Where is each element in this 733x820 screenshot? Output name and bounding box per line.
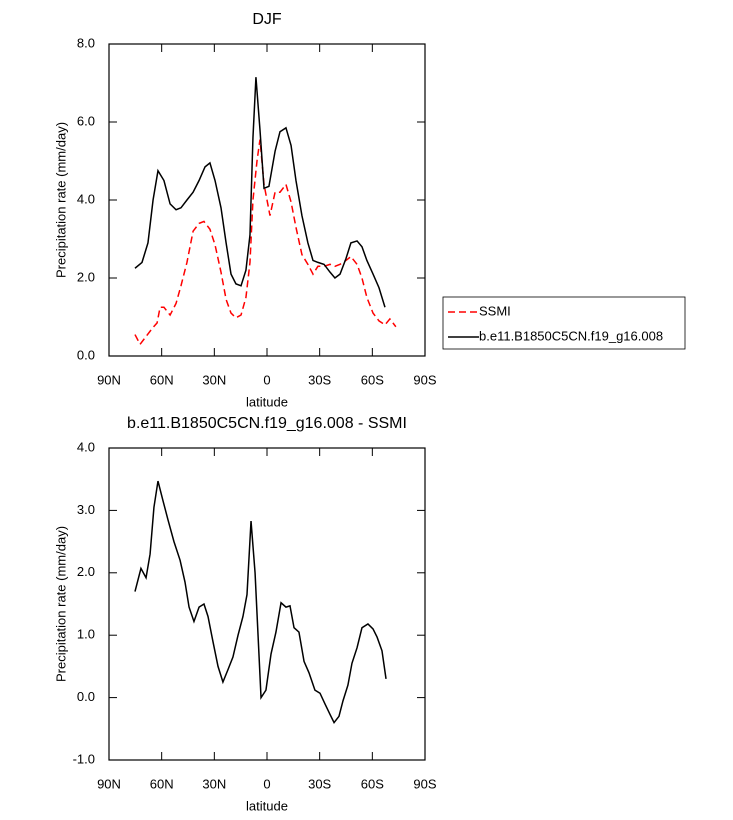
y-tick-label: 8.0 bbox=[77, 35, 95, 50]
legend-label: b.e11.B1850C5CN.f19_g16.008 bbox=[479, 328, 663, 343]
chart-title: b.e11.B1850C5CN.f19_g16.008 - SSMI bbox=[127, 415, 407, 432]
y-tick-label: -1.0 bbox=[73, 751, 95, 766]
x-tick-label: 90S bbox=[413, 372, 436, 387]
y-tick-label: 1.0 bbox=[77, 627, 95, 642]
x-tick-label: 60S bbox=[361, 776, 384, 791]
y-tick-label: 6.0 bbox=[77, 113, 95, 128]
y-tick-label: 0.0 bbox=[77, 347, 95, 362]
x-tick-label: 90N bbox=[97, 372, 121, 387]
x-tick-label: 60N bbox=[150, 776, 174, 791]
x-axis-label: latitude bbox=[246, 798, 288, 813]
x-tick-label: 90N bbox=[97, 776, 121, 791]
chart-title: DJF bbox=[252, 11, 282, 28]
data-line bbox=[134, 139, 397, 346]
x-tick-label: 90S bbox=[413, 776, 436, 791]
y-tick-label: 3.0 bbox=[77, 502, 95, 517]
plot-frame bbox=[108, 43, 426, 357]
y-tick-label: 2.0 bbox=[77, 564, 95, 579]
legend-label: SSMI bbox=[479, 303, 511, 318]
legend-box bbox=[442, 296, 686, 350]
y-axis-label: Precipitation rate (mm/day) bbox=[53, 122, 68, 278]
y-tick-label: 2.0 bbox=[77, 269, 95, 284]
x-tick-label: 0 bbox=[263, 776, 270, 791]
y-tick-label: 4.0 bbox=[77, 439, 95, 454]
plot: b.e11.B1850C5CN.f19_g16.008 - SSMI latitu… bbox=[53, 415, 436, 813]
x-axis-label: latitude bbox=[246, 394, 288, 409]
y-tick-label: 0.0 bbox=[77, 689, 95, 704]
y-axis-label: Precipitation rate (mm/day) bbox=[53, 526, 68, 682]
y-tick-label: 4.0 bbox=[77, 191, 95, 206]
x-tick-label: 30S bbox=[308, 776, 331, 791]
x-tick-label: 30N bbox=[202, 776, 226, 791]
plot: DJF latitude Precipitation rate (mm/day) 0.… bbox=[53, 11, 686, 409]
data-line bbox=[134, 77, 386, 308]
x-tick-label: 0 bbox=[263, 372, 270, 387]
x-tick-label: 30S bbox=[308, 372, 331, 387]
data-line bbox=[134, 480, 387, 724]
x-tick-label: 60N bbox=[150, 372, 174, 387]
x-tick-label: 30N bbox=[202, 372, 226, 387]
plot-frame bbox=[108, 447, 426, 761]
x-tick-label: 60S bbox=[361, 372, 384, 387]
